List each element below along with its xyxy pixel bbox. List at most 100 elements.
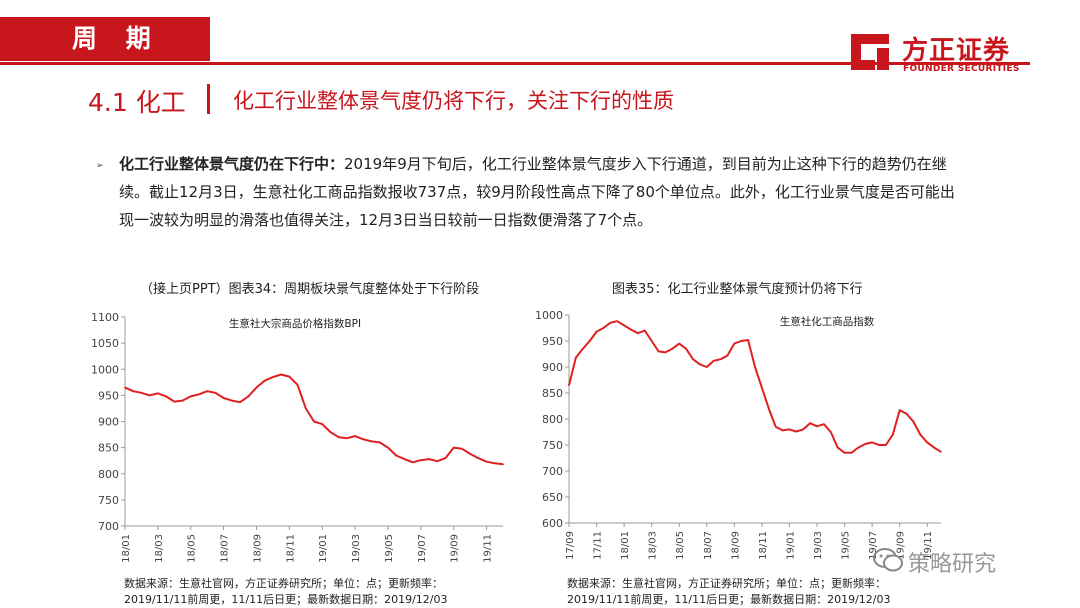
chart-right-x-tick-label: 19/09 [896, 531, 907, 560]
chart-right-data-point [747, 339, 749, 341]
chart-left-data-point [494, 462, 496, 465]
chart-right-y-tick-label: 650 [542, 491, 563, 504]
chart-right-data-point [926, 441, 928, 444]
chart-right-data-point [609, 322, 612, 324]
chart-right-x-tick-label: 19/07 [868, 531, 879, 560]
chart-right-x-tick-label: 19/01 [785, 531, 796, 560]
chart-left-x-tick-label: 18/05 [187, 534, 198, 563]
chart-right-data-point [740, 340, 742, 342]
chart-right-data-point [912, 420, 915, 423]
chart-left-data-point [395, 454, 398, 457]
chart-right-data-point [664, 351, 667, 354]
chart-right-data-point [892, 433, 894, 436]
chart-left-data-point [247, 395, 250, 398]
chart-left-data-point [272, 376, 274, 378]
chart-right-data-point [650, 340, 653, 342]
chart-left-data-point [173, 400, 176, 403]
chart-right-data-point [588, 340, 591, 342]
chart-left-y-tick-label: 900 [98, 416, 119, 429]
chart-left-data-point [222, 397, 225, 399]
body-paragraph: 化工行业整体景气度仍在下行中：2019年9月下旬后，化工行业整体景气度步入下行通… [119, 150, 969, 234]
chart-right-data-point [857, 446, 860, 449]
chart-right-data-point [933, 446, 935, 449]
chart-left-data-point [387, 446, 389, 449]
chart-left-title: （接上页PPT）图表34：周期板块景气度整体处于下行阶段 [140, 282, 480, 297]
chart-right-data-point [644, 329, 646, 332]
chart-right-data-point [630, 328, 632, 331]
section-tag: 周 期 [0, 17, 210, 61]
chart-right-data-point [754, 366, 756, 368]
chart-left-x-tick-label: 18/11 [285, 534, 296, 563]
watermark: 策略研究 [908, 552, 997, 577]
chart-right-data-point [830, 431, 832, 433]
chart-right-data-point [678, 342, 680, 345]
chart-right-data-point [871, 441, 873, 444]
chart-left-x-tick-label: 18/01 [121, 534, 132, 563]
chart-right-x-tick-label: 18/05 [675, 531, 686, 560]
chart-right-y-tick-label: 600 [542, 517, 563, 530]
chart-right-data-point [602, 327, 605, 329]
chart-right-y-tick-label: 700 [542, 465, 563, 478]
chart-left-y-tick-label: 850 [98, 442, 119, 455]
chart-left-data-point [165, 395, 167, 398]
chart-right-data-point [850, 452, 853, 454]
chart-left-x-tick-label: 18/07 [220, 534, 231, 563]
chart-right-data-point [761, 387, 763, 389]
chart-right-data-point [582, 348, 584, 350]
chart-right-x-tick-label: 18/11 [758, 531, 769, 560]
chart-right-source-line2: 2019/11/11前周更，11/11后日更；最新数据日期：2019/12/03 [567, 593, 891, 606]
chart-left-y-tick-label: 750 [98, 494, 119, 507]
chart-right-data-point [692, 358, 694, 360]
chart-right-series-line [568, 320, 942, 454]
chart-right-source-line1: 数据来源：生意社官网，方正证券研究所；单位：点；更新频率： [567, 577, 886, 590]
chart-left-y-tick-label: 1100 [91, 311, 119, 324]
chart-right-data-point [699, 363, 701, 366]
chart-right-data-point [671, 348, 674, 350]
chart-right-data-point [719, 358, 722, 360]
chart-left-data-point [461, 447, 463, 450]
chart-left-data-point [411, 461, 414, 464]
chart-left-data-point [206, 390, 208, 392]
logo-text-cn: 方正证券 [902, 36, 1011, 66]
chart-left-data-point [189, 395, 192, 398]
chart-right-data-point [575, 356, 577, 359]
body-lead: 化工行业整体景气度仍在下行中： [119, 155, 345, 173]
chart-right-data-point [885, 444, 887, 446]
chart-right-data-point [706, 366, 708, 368]
chart-left-data-point [288, 375, 291, 378]
chart-right-data-point [733, 342, 736, 345]
chart-right-data-point [816, 425, 818, 428]
chart-left-x-tick-label: 19/05 [384, 534, 395, 563]
chart-left-data-point [124, 386, 126, 389]
body-text: 2019年9月下旬后，化工行业整体景气度步入下行通道，到目前为止这种下行的趋势仍… [119, 155, 955, 229]
chart-right-data-point [781, 429, 784, 432]
chart-right-data-point [823, 423, 825, 425]
chart-right-data-point [637, 332, 639, 334]
chart-right-x-tick-label: 18/01 [620, 531, 631, 560]
chart-left-x-tick-label: 18/09 [252, 534, 263, 563]
chart-right-y-tick-label: 900 [542, 361, 563, 374]
chart-right-data-point [898, 409, 901, 411]
chart-left-data-point [428, 458, 430, 460]
chart-left-x-tick-label: 19/11 [483, 534, 494, 563]
chart-left-data-point [239, 401, 241, 403]
chart-right-data-point [843, 452, 846, 454]
chart-right-data-point [568, 384, 570, 386]
chart-left-y-tick-label: 800 [98, 468, 119, 481]
chart-right-data-point [657, 350, 660, 353]
chart-right-data-point [726, 354, 729, 357]
chart-left-data-point [157, 392, 159, 395]
chart-left-x-tick-label: 19/07 [417, 534, 428, 563]
chart-left-x-tick-label: 18/03 [154, 534, 165, 563]
chart-left-data-point [502, 463, 504, 466]
chart-right-data-point [623, 324, 625, 327]
chart-left-data-point [321, 423, 323, 425]
chart-right-y-tick-label: 850 [542, 387, 563, 400]
chart-left-data-point [444, 457, 447, 459]
chart-left-data-point [362, 438, 365, 441]
chart-right-y-tick-label: 800 [542, 413, 563, 426]
chart-left-data-point [181, 399, 184, 402]
chart-left-data-point [313, 420, 315, 423]
chart-right-data-point [768, 407, 770, 410]
chart-right-y-tick-label: 1000 [535, 309, 563, 322]
